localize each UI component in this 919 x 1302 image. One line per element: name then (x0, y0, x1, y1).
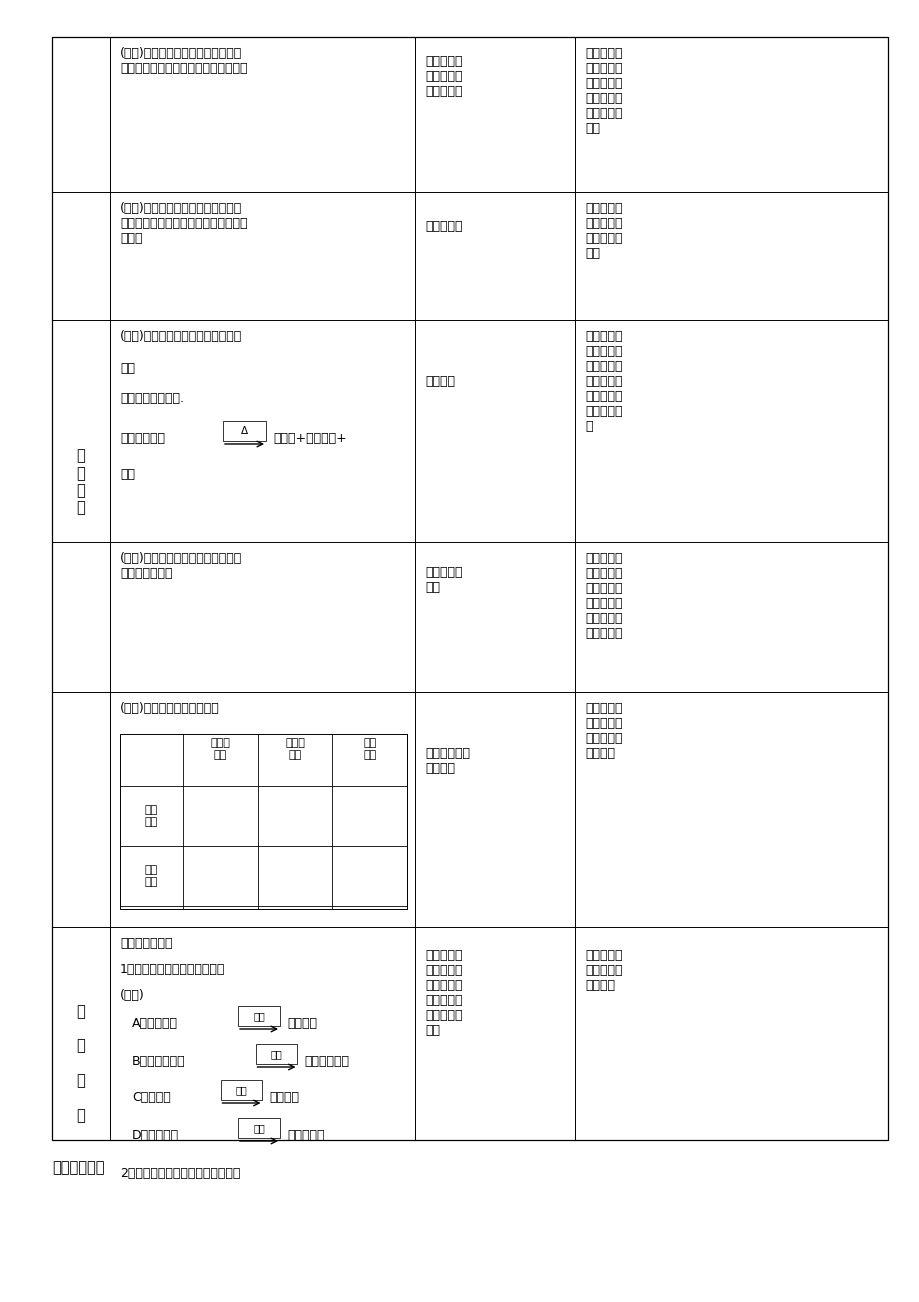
Text: 深
入
探
究: 深 入 探 究 (76, 448, 85, 516)
Text: 分析、比较，
得出结论: 分析、比较， 得出结论 (425, 747, 470, 775)
Text: 加燃: 加燃 (235, 1085, 247, 1095)
Text: 引导学生探
究，学会辨
证地思考问
题。: 引导学生探 究，学会辨 证地思考问 题。 (584, 202, 622, 260)
Text: (分析)得出分解反应的概念。: (分析)得出分解反应的概念。 (119, 702, 220, 715)
Text: 氧气: 氧气 (119, 467, 135, 480)
Text: 吗？: 吗？ (119, 362, 135, 375)
Text: 点燃: 点燃 (253, 1010, 265, 1021)
Bar (52, 36, 887, 1141)
Text: Δ: Δ (241, 426, 248, 436)
Text: C．氧化汞: C．氧化汞 (131, 1091, 171, 1104)
Bar (238, 1118, 279, 1138)
Text: 生成物
种类: 生成物 种类 (285, 738, 305, 759)
Text: 此处还需増加实验.: 此处还需増加实验. (119, 392, 184, 405)
Text: 点燃: 点燃 (270, 1049, 282, 1059)
Text: 分解
反应: 分解 反应 (145, 866, 158, 887)
Text: 二氧化硫: 二氧化硫 (287, 1017, 317, 1030)
Text: D．铁＋氧气: D．铁＋氧气 (131, 1129, 179, 1142)
Text: 由化合反应
特点引出分
解反应的学
习，由实践
体验上升到
理论思考。: 由化合反应 特点引出分 解反应的学 习，由实践 体验上升到 理论思考。 (584, 552, 622, 641)
Text: 思考讨论: 思考讨论 (425, 375, 455, 388)
Text: 【板书设计】: 【板书设计】 (52, 1160, 105, 1174)
Text: (设问)实验室还有其它方法制取氧气: (设问)实验室还有其它方法制取氧气 (119, 329, 242, 342)
Text: 猜想并动手
实验探究，
得出结论。: 猜想并动手 实验探究， 得出结论。 (425, 55, 462, 98)
Text: 反应
特点: 反应 特点 (363, 738, 376, 759)
Text: 氧气＋汞: 氧气＋汞 (269, 1091, 300, 1104)
Text: 点燃: 点燃 (253, 1124, 265, 1133)
Text: (设问)硫酸铜溶液是否也能做此反应
的催化剂呢？请同学们自己去验证它。: (设问)硫酸铜溶液是否也能做此反应 的催化剂呢？请同学们自己去验证它。 (119, 47, 247, 76)
Text: 如：高锶酸镰: 如：高锶酸镰 (119, 432, 165, 445)
Text: 四氧化三铁: 四氧化三铁 (287, 1129, 324, 1142)
Text: (设问)制氧气的原理是我们前面学过
的化合反应吗？: (设问)制氧气的原理是我们前面学过 的化合反应吗？ (119, 552, 242, 579)
Bar (238, 1006, 279, 1026)
Bar (221, 1079, 262, 1100)
Text: 观看，思考: 观看，思考 (425, 220, 462, 233)
Bar (119, 734, 406, 909)
Text: 锶酸镰+二氧化锶+: 锶酸镰+二氧化锶+ (273, 432, 346, 445)
Text: 1．下列反应属于分解反应的是: 1．下列反应属于分解反应的是 (119, 963, 225, 976)
Text: 二氧化碳＋水: 二氧化碳＋水 (304, 1055, 349, 1068)
Text: 验证猜想，
进一步激发
学生探究的
欲望，培养
学生创新精
神。: 验证猜想， 进一步激发 学生探究的 欲望，培养 学生创新精 神。 (584, 47, 622, 135)
Text: 【小结并练习】: 【小结并练习】 (119, 937, 173, 950)
Text: 自我小结本
堂课的主要
内容和学习
体验，并相
互交流和评
价。: 自我小结本 堂课的主要 内容和学习 体验，并相 互交流和评 价。 (425, 949, 462, 1036)
Text: 使学生体验
到实验室可
通过多种方
法来制取氧
气，培养学
生的发散思
维: 使学生体验 到实验室可 通过多种方 法来制取氧 气，培养学 生的发散思 维 (584, 329, 622, 434)
Text: 化合
反应: 化合 反应 (145, 805, 158, 827)
Text: 小

结

练

习: 小 结 练 习 (76, 1004, 85, 1124)
Text: A．硫＋氧气: A．硫＋氧气 (131, 1017, 177, 1030)
Bar (223, 421, 266, 441)
Text: B．石腱＋氧气: B．石腱＋氧气 (131, 1055, 186, 1068)
Text: 培养学生分
析、比较、
解决新问题
的能力。: 培养学生分 析、比较、 解决新问题 的能力。 (584, 702, 622, 760)
Text: 反应物
种类: 反应物 种类 (210, 738, 230, 759)
Text: 强化学习情
感，及时反
馈矫正。: 强化学习情 感，及时反 馈矫正。 (584, 949, 622, 992)
Text: 2．你还能用其他方法制取氧气吗？: 2．你还能用其他方法制取氧气吗？ (119, 1167, 240, 1180)
Text: 分析发现新
问题: 分析发现新 问题 (425, 566, 462, 594)
Bar (255, 1044, 297, 1064)
Text: (　　): ( ) (119, 990, 144, 1003)
Text: (说明)你还能找出用其他的催化剂来
制取氧气的方法吗？具体可参照课后的
习题。: (说明)你还能找出用其他的催化剂来 制取氧气的方法吗？具体可参照课后的 习题。 (119, 202, 247, 245)
